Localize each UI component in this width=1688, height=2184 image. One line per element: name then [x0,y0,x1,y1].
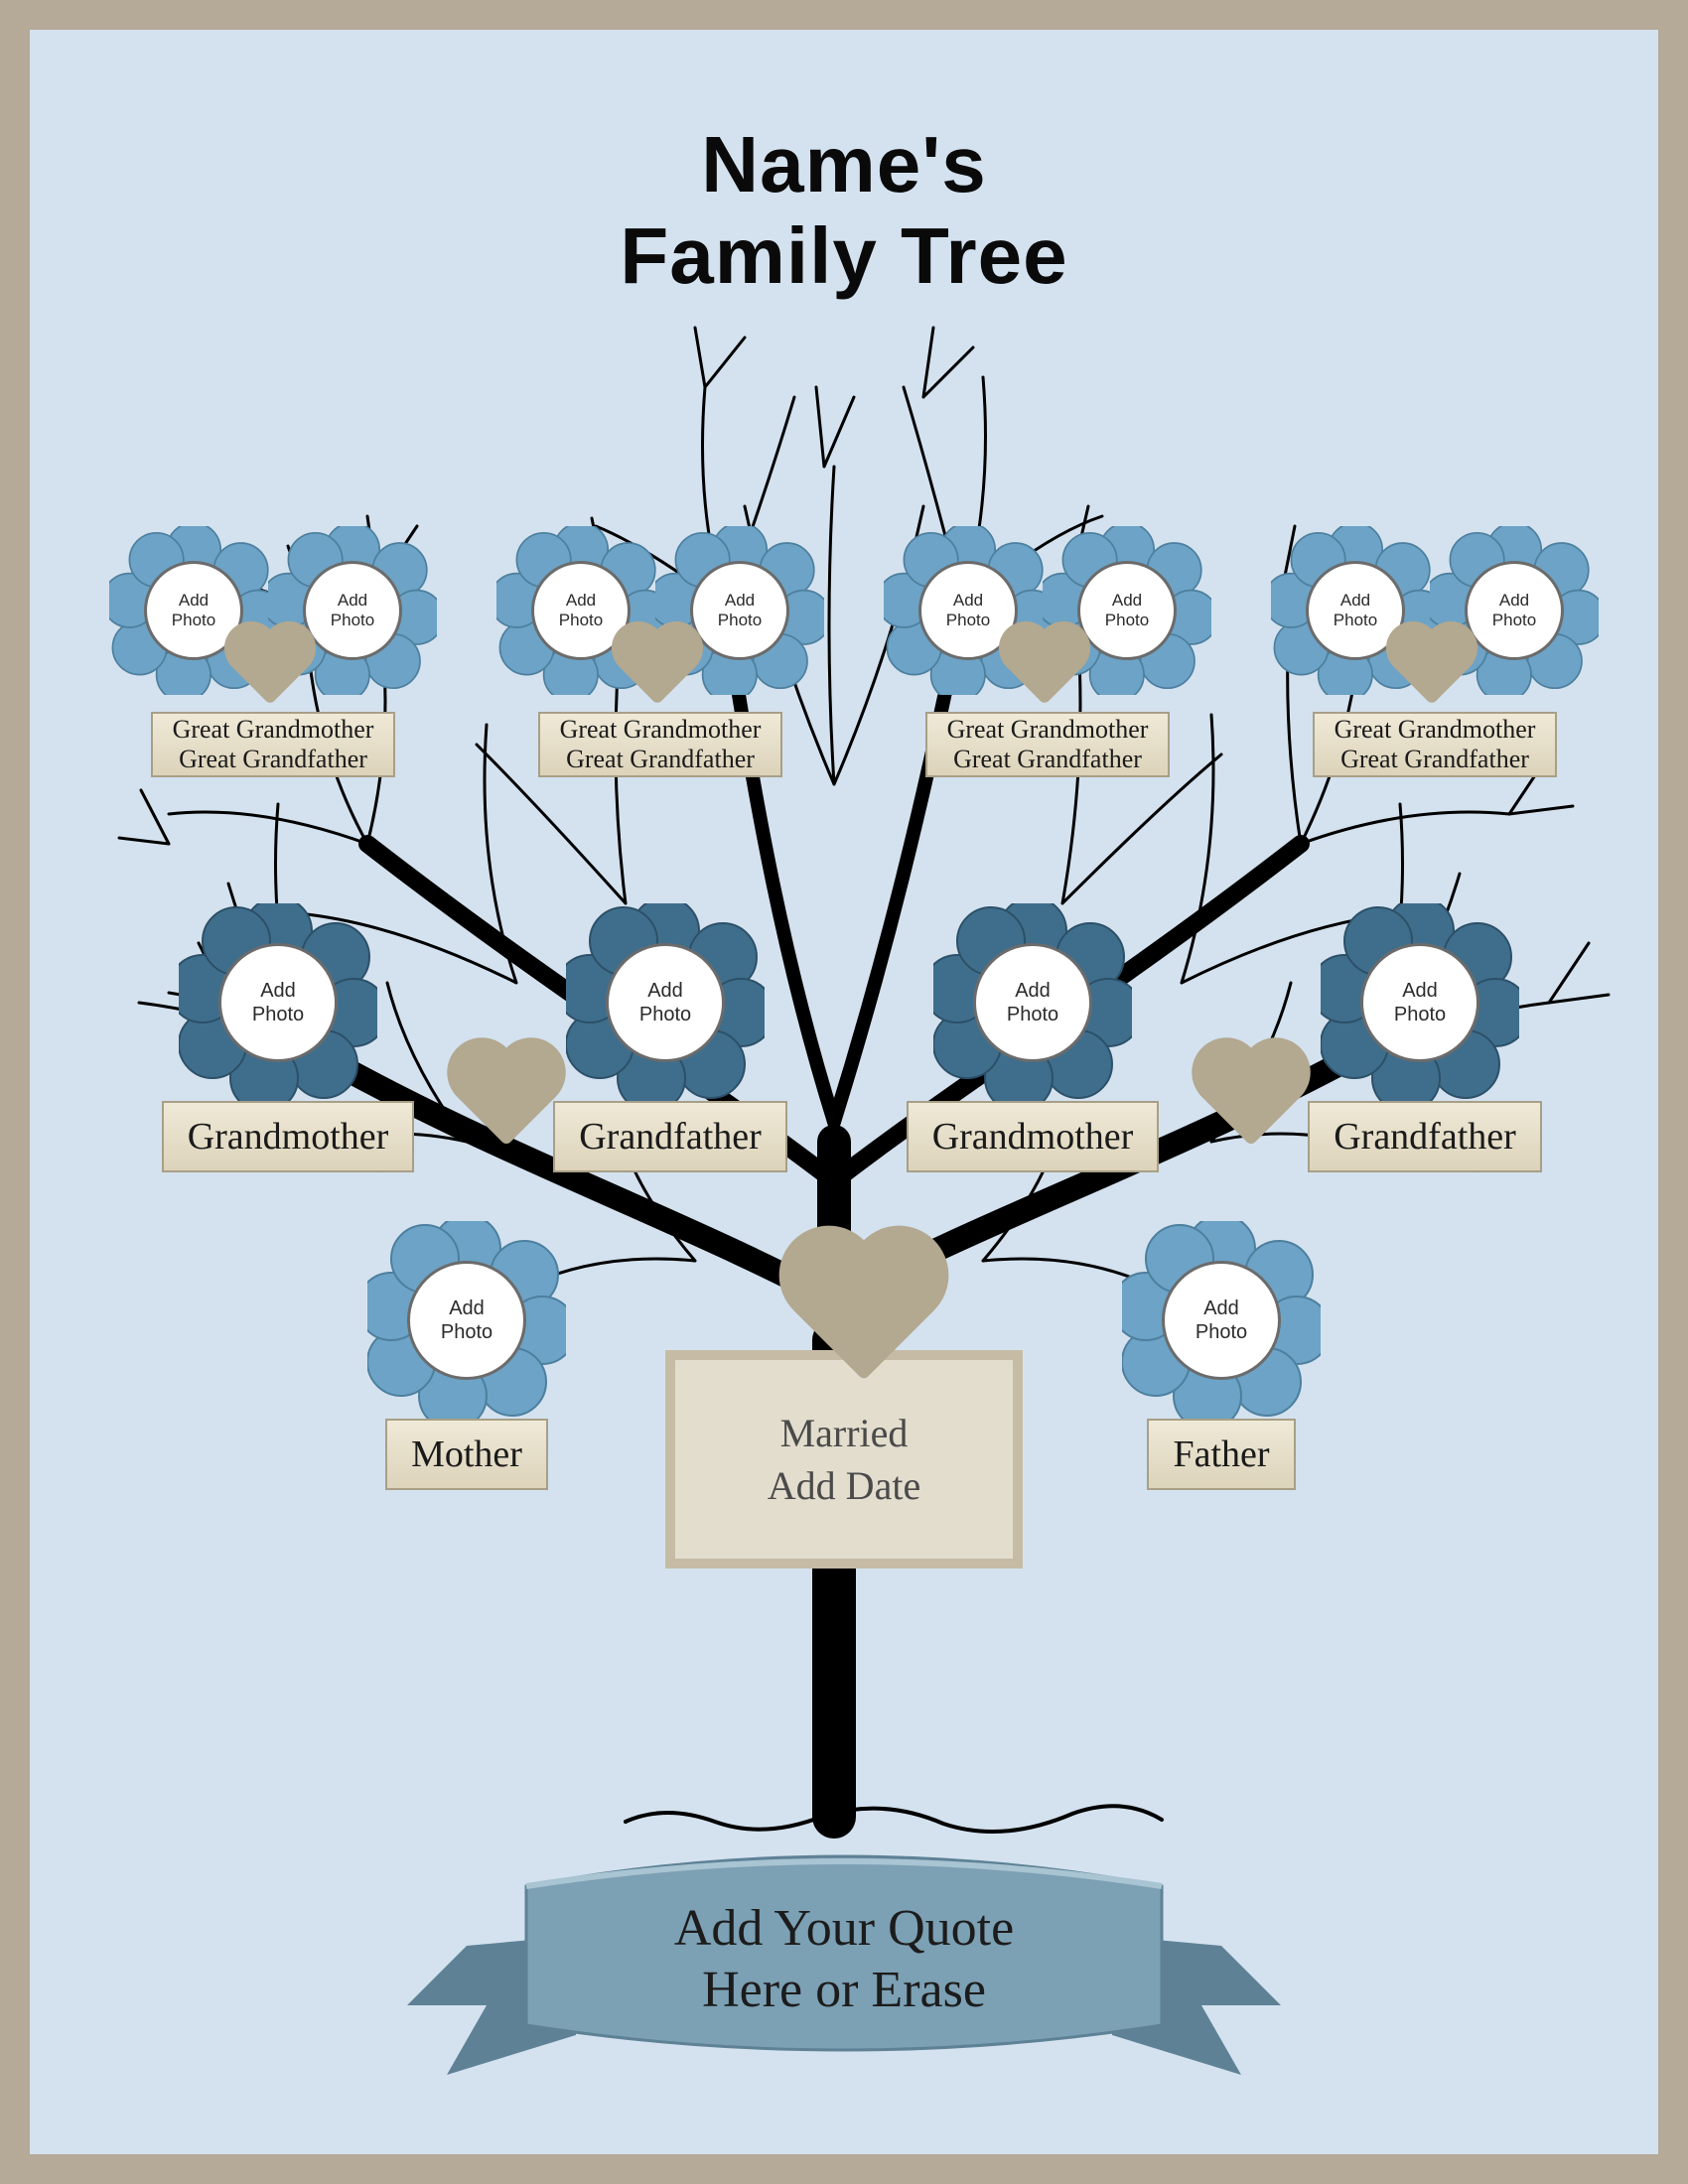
add-photo-label: AddPhoto [407,1261,526,1380]
gp-label-2: Grandfather [553,1101,787,1172]
parent-label-mother: Mother [385,1419,548,1490]
gg-ribbon-2[interactable]: Great GrandmotherGreat Grandfather [516,705,804,784]
family-tree-page: Name's Family Tree [30,30,1658,2154]
add-photo-label: AddPhoto [973,943,1092,1062]
add-photo-label: AddPhoto [606,943,725,1062]
add-photo-label: AddPhoto [690,561,789,660]
gg-label-3a: Great Grandmother [947,715,1149,745]
page-title: Name's Family Tree [30,119,1658,302]
gg-label-2a: Great Grandmother [560,715,762,745]
gg-label-1a: Great Grandmother [173,715,374,745]
gg-ribbon-3[interactable]: Great GrandmotherGreat Grandfather [904,705,1192,784]
parent-ribbon-mother[interactable]: Mother [338,1415,596,1494]
add-photo-label: AddPhoto [1360,943,1479,1062]
gp-ribbon-4[interactable]: Grandfather [1281,1097,1569,1176]
gg-ribbon-4[interactable]: Great GrandmotherGreat Grandfather [1291,705,1579,784]
gp-ribbon-3[interactable]: Grandmother [884,1097,1182,1176]
parent-photo-mother[interactable]: AddPhoto [367,1221,566,1420]
gp-photo-1[interactable]: AddPhoto [179,903,377,1102]
parent-ribbon-father[interactable]: Father [1092,1415,1350,1494]
gg-ribbon-1[interactable]: Great GrandmotherGreat Grandfather [129,705,417,784]
title-line-2[interactable]: Family Tree [30,210,1658,302]
gp-label-3: Grandmother [907,1101,1160,1172]
parent-label-father: Father [1147,1419,1295,1490]
gp-photo-3[interactable]: AddPhoto [933,903,1132,1102]
gp-label-4: Grandfather [1308,1101,1542,1172]
add-photo-label: AddPhoto [303,561,402,660]
gg-label-4a: Great Grandmother [1335,715,1536,745]
gg-label-2b: Great Grandfather [566,745,755,774]
parent-photo-father[interactable]: AddPhoto [1122,1221,1321,1420]
married-plaque[interactable]: Married Add Date [665,1350,1023,1569]
add-photo-label: AddPhoto [218,943,338,1062]
gp-ribbon-2[interactable]: Grandfather [526,1097,814,1176]
quote-text: Add Your Quote Here or Erase [397,1898,1291,2022]
add-photo-label: AddPhoto [1162,1261,1281,1380]
married-label: Married [780,1410,909,1456]
gp-photo-4[interactable]: AddPhoto [1321,903,1519,1102]
add-photo-label: AddPhoto [1077,561,1177,660]
gg-label-4b: Great Grandfather [1340,745,1529,774]
gg-label-1b: Great Grandfather [179,745,367,774]
quote-line-1: Add Your Quote [397,1898,1291,1960]
gp-photo-2[interactable]: AddPhoto [566,903,765,1102]
married-date: Add Date [768,1462,920,1509]
quote-line-2: Here or Erase [397,1960,1291,2021]
gg-label-3b: Great Grandfather [953,745,1142,774]
quote-ribbon[interactable]: Add Your Quote Here or Erase [397,1827,1291,2085]
gp-ribbon-1[interactable]: Grandmother [139,1097,437,1176]
title-line-1[interactable]: Name's [30,119,1658,210]
add-photo-label: AddPhoto [1465,561,1564,660]
gp-label-1: Grandmother [162,1101,415,1172]
